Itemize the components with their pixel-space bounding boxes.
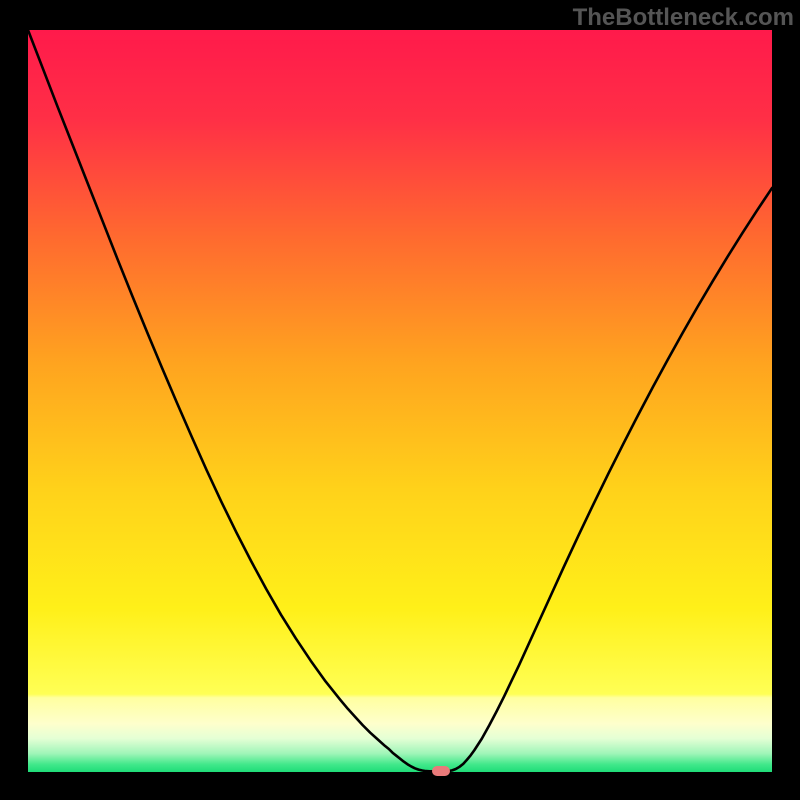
watermark-text: TheBottleneck.com [573, 4, 794, 32]
plot-svg [28, 30, 772, 772]
chart-container: TheBottleneck.com [0, 0, 800, 800]
plot-area [28, 30, 772, 772]
minimum-marker [432, 766, 450, 776]
